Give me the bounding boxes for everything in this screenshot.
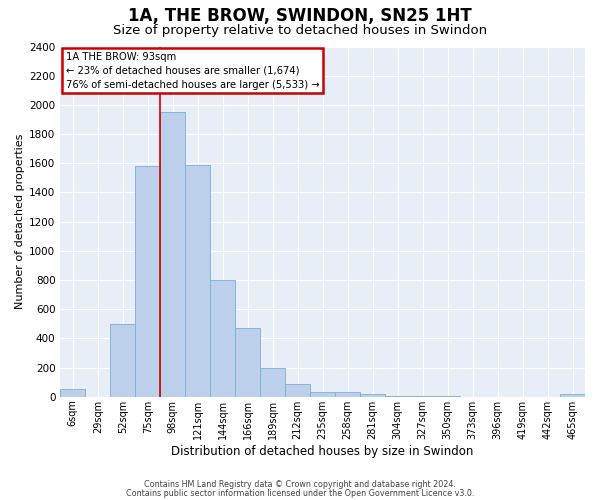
Text: 1A THE BROW: 93sqm
← 23% of detached houses are smaller (1,674)
76% of semi-deta: 1A THE BROW: 93sqm ← 23% of detached hou… xyxy=(65,52,319,90)
Bar xyxy=(285,384,310,397)
Text: Contains HM Land Registry data © Crown copyright and database right 2024.: Contains HM Land Registry data © Crown c… xyxy=(144,480,456,489)
Text: Contains public sector information licensed under the Open Government Licence v3: Contains public sector information licen… xyxy=(126,489,474,498)
Text: Size of property relative to detached houses in Swindon: Size of property relative to detached ho… xyxy=(113,24,487,37)
Bar xyxy=(310,392,335,397)
Bar xyxy=(385,396,410,397)
Text: 1A, THE BROW, SWINDON, SN25 1HT: 1A, THE BROW, SWINDON, SN25 1HT xyxy=(128,8,472,26)
X-axis label: Distribution of detached houses by size in Swindon: Distribution of detached houses by size … xyxy=(172,444,474,458)
Bar xyxy=(560,394,585,397)
Bar xyxy=(135,166,160,397)
Y-axis label: Number of detached properties: Number of detached properties xyxy=(15,134,25,310)
Bar xyxy=(360,394,385,397)
Bar xyxy=(60,390,85,397)
Bar xyxy=(235,328,260,397)
Bar xyxy=(210,280,235,397)
Bar xyxy=(185,164,210,397)
Bar xyxy=(335,392,360,397)
Bar xyxy=(110,324,135,397)
Bar xyxy=(260,368,285,397)
Bar xyxy=(160,112,185,397)
